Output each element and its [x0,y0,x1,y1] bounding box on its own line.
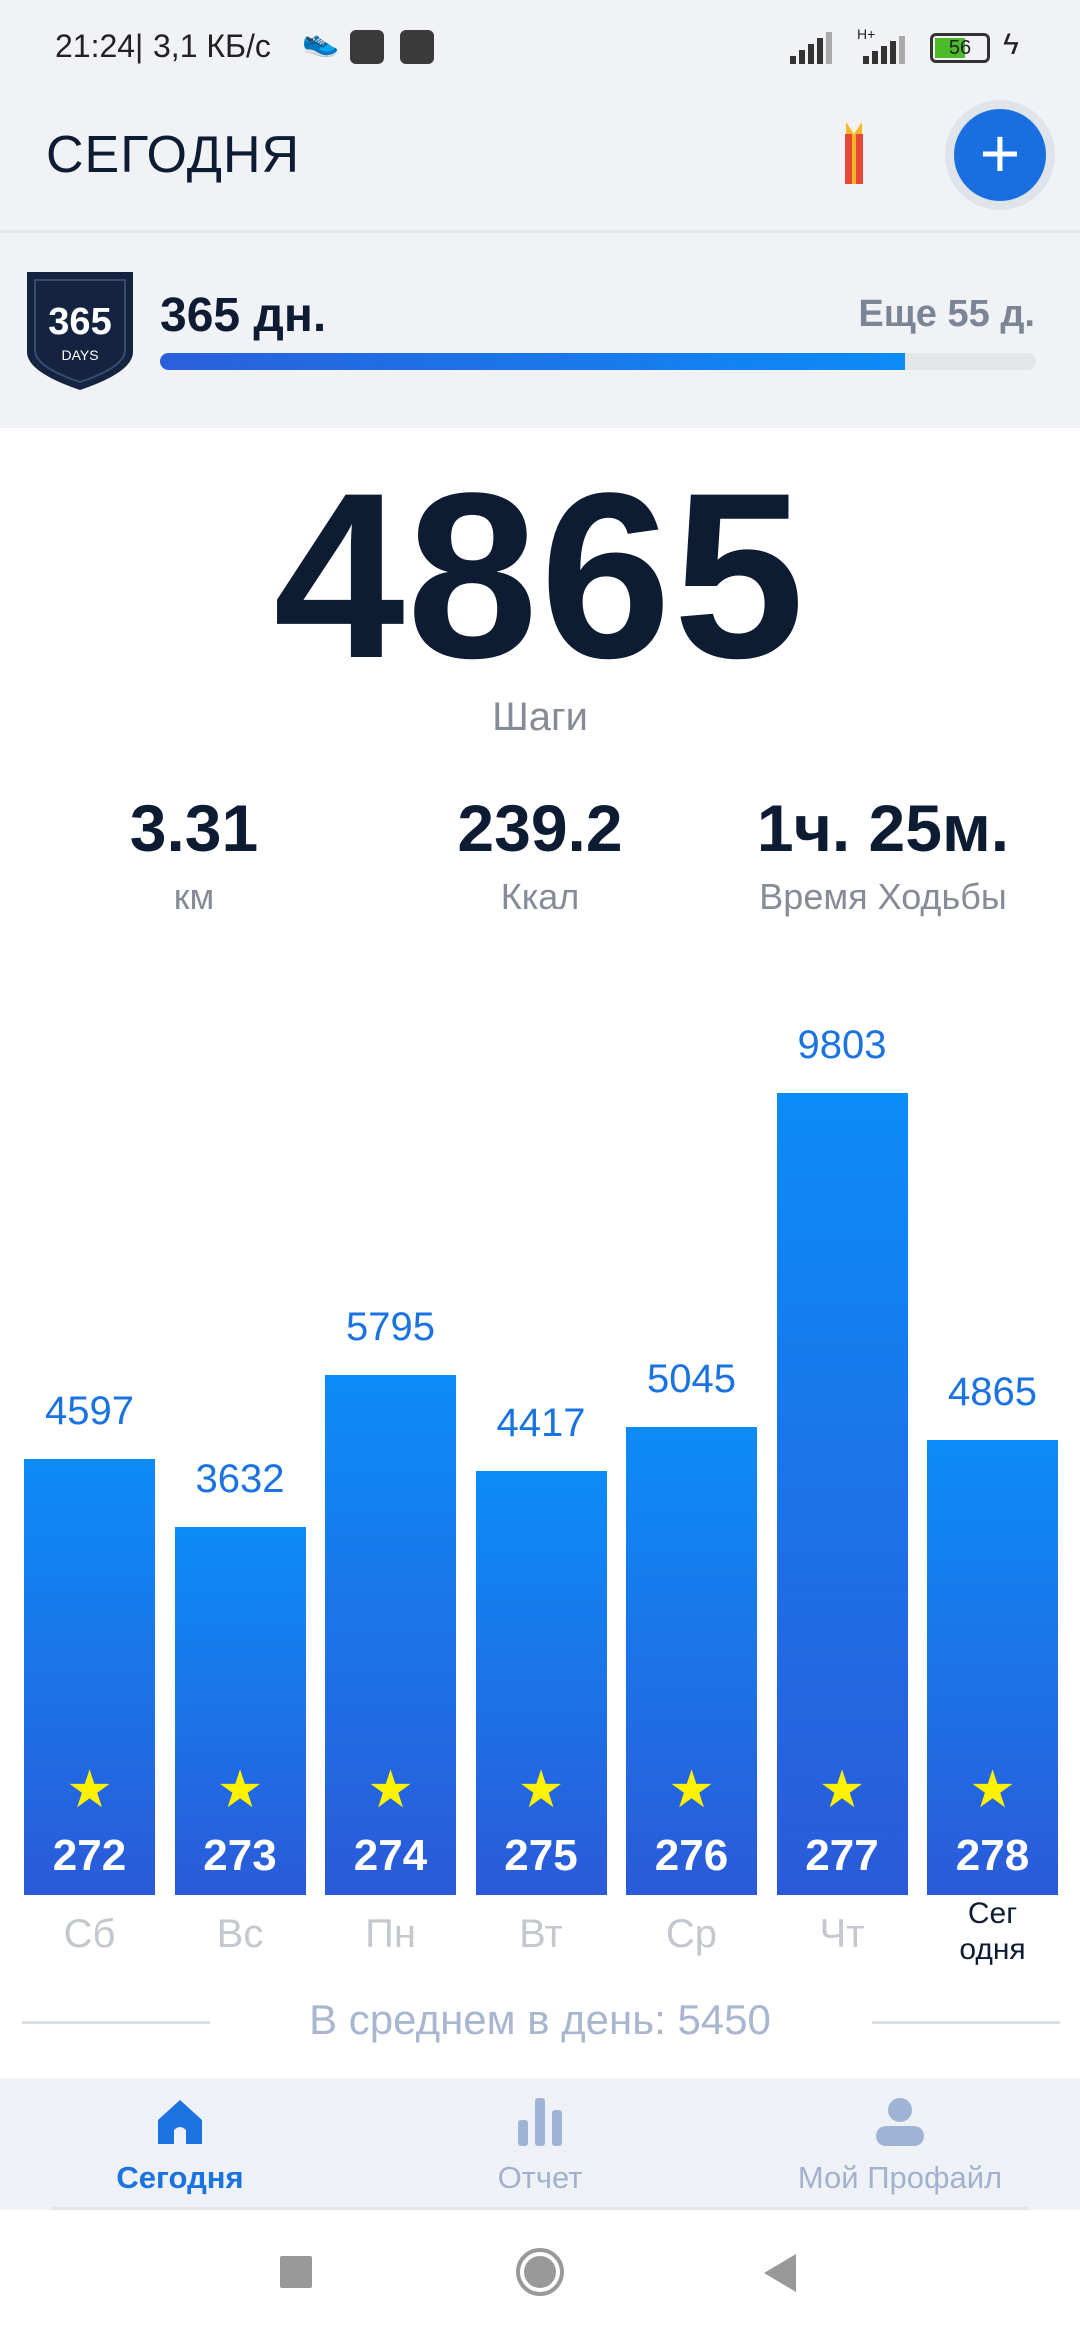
divider-line [872,2021,1060,2024]
bar[interactable]: ★ 272 [24,1458,155,1895]
day-number: 274 [353,1830,428,1880]
day-number: 273 [203,1830,277,1880]
shoe-icon: 👟 [302,25,340,58]
signal-icon [790,32,832,64]
bar-value-label: 5045 [647,1357,736,1402]
home-system-icon[interactable] [516,2248,564,2296]
remaining-days: Еще 55 д. [858,293,1035,335]
calories-stat: 239.2 Ккал [457,791,623,917]
day-label: Вт [519,1912,563,1956]
bar-value-label: 3632 [195,1456,285,1501]
network-speed: 3,1 КБ/с [153,28,271,64]
divider-line [22,2021,210,2024]
star-icon: ★ [818,1760,866,1819]
steps-label: Шаги [492,695,588,739]
recents-icon[interactable] [280,2256,312,2288]
back-icon[interactable] [764,2254,796,2292]
bar-value-label: 5795 [346,1304,435,1349]
day-number: 277 [805,1830,879,1880]
bar[interactable]: ★ 273 [174,1526,306,1895]
streak-progress-bar [160,353,1036,370]
plus-icon: + [954,109,1046,201]
bar[interactable]: ★ 275 [475,1471,607,1895]
star-icon: ★ [367,1760,414,1819]
nav-divider [52,2207,1028,2210]
home-icon [158,2100,202,2144]
charging-icon: ϟ [1003,28,1019,61]
day-label: Сег одня [959,1897,1026,1966]
svg-text:DAYS: DAYS [61,347,98,363]
system-nav-bar [0,2210,1080,2340]
gift-icon[interactable] [842,122,866,184]
person-icon [876,2098,924,2146]
streak-progress-fill [160,353,905,370]
bar[interactable]: ★ 277 [776,1092,908,1895]
bottom-nav: Сегодня Отчет Мой Профайл [0,2078,1080,2210]
bar[interactable]: ★ 278 [927,1439,1058,1895]
streak-days: 365 дн. [160,289,327,342]
bar-column: 4865 ★ 278 [927,1370,1058,1895]
star-icon: ★ [517,1760,565,1819]
star-icon: ★ [216,1760,264,1819]
bar-column: 9803 ★ 277 [776,1022,908,1895]
star-icon: ★ [66,1760,113,1819]
battery-icon: 56 [930,33,990,63]
status-time: 21:24 [55,28,136,64]
day-label: Сб [63,1912,116,1956]
walking-time-stat: 1ч. 25м. Время Ходьбы [756,791,1010,917]
svg-text:365: 365 [48,301,111,343]
daily-average: В среднем в день: 5450 [309,1996,771,2043]
signal-2-icon [863,36,905,64]
day-number: 276 [654,1830,729,1880]
add-button[interactable]: + [945,100,1055,210]
bar[interactable]: ★ 276 [626,1427,757,1895]
bar[interactable]: ★ 274 [325,1374,456,1895]
day-number: 275 [504,1830,578,1880]
app-notification-icon [350,30,384,64]
bar-value-label: 9803 [797,1022,887,1067]
day-label: Пн [365,1912,416,1956]
status-bar: 21:24 | 3,1 КБ/с 👟 H+ 56 ϟ [55,25,1019,64]
bar-value-label: 4865 [948,1369,1037,1414]
day-number: 272 [52,1830,127,1880]
bar-column: 3632 ★ 273 [174,1456,306,1895]
bar-value-label: 4597 [45,1388,134,1433]
day-label: Вс [216,1912,264,1956]
app-notification-icon [400,30,434,64]
page-title: СЕГОДНЯ [46,126,301,184]
network-type: H+ [857,26,876,42]
bar-chart-icon [518,2098,562,2146]
bar-column: 4417 ★ 275 [475,1401,607,1895]
day-label: Чт [819,1912,865,1956]
bar-value-label: 4417 [496,1401,586,1446]
bar-column: 5045 ★ 276 [626,1357,757,1895]
365-days-badge: 365 DAYS [27,272,133,390]
distance-stat: 3.31 км [129,791,259,917]
step-count: 4865 [273,444,807,708]
star-icon: ★ [668,1760,715,1819]
nav-report[interactable]: Отчет [360,2078,720,2210]
day-label: Ср [665,1912,718,1956]
star-icon: ★ [969,1760,1016,1819]
nav-profile[interactable]: Мой Профайл [720,2078,1080,2210]
bar-column: 4597 ★ 272 [24,1389,155,1895]
bar-column: 5795 ★ 274 [325,1305,456,1895]
header-divider [0,230,1080,233]
day-number: 278 [955,1830,1030,1880]
nav-today[interactable]: Сегодня [0,2078,360,2210]
